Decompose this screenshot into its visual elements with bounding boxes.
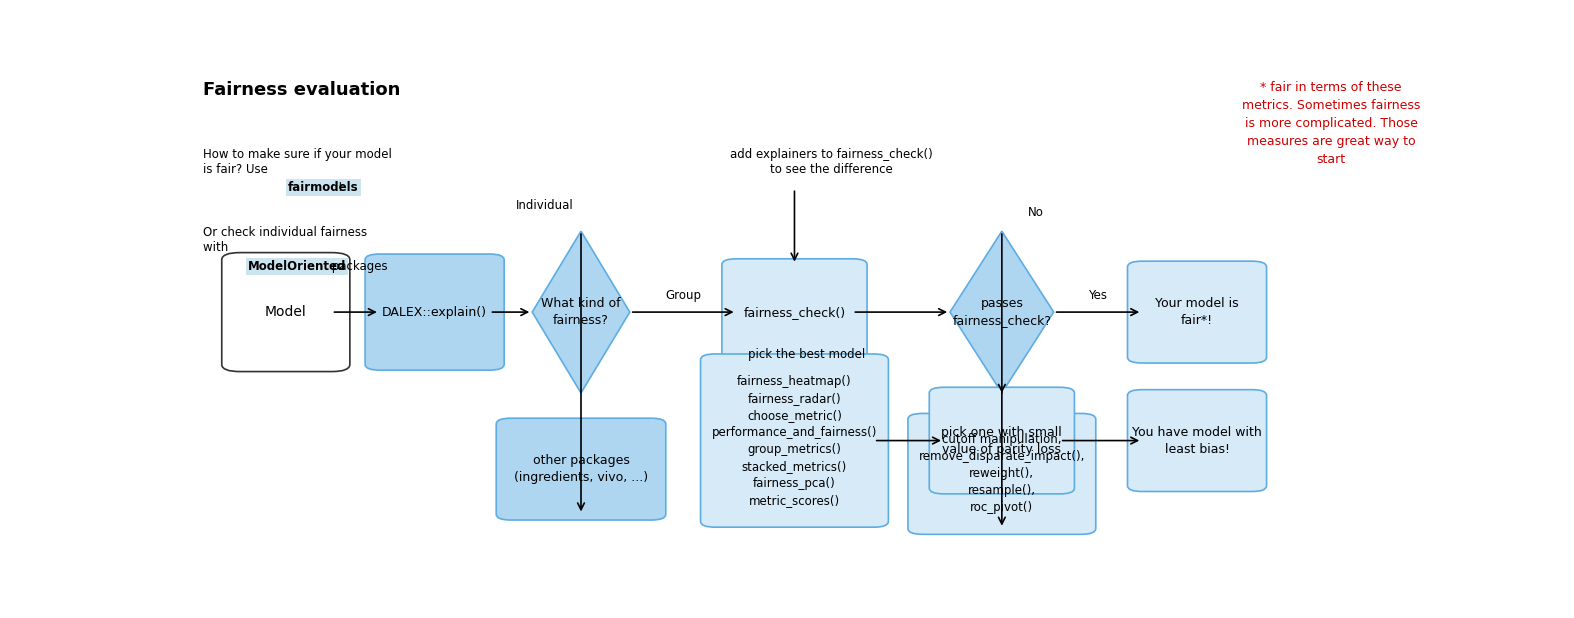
Text: fairness_heatmap()
fairness_radar()
choose_metric()
performance_and_fairness()
g: fairness_heatmap() fairness_radar() choo… [711, 375, 877, 507]
Text: DALEX::explain(): DALEX::explain() [382, 305, 486, 319]
Text: Yes: Yes [1088, 289, 1108, 302]
FancyBboxPatch shape [496, 418, 666, 520]
Text: !: ! [337, 181, 342, 194]
Text: ModelOriented: ModelOriented [249, 260, 346, 273]
Text: * fair in terms of these
metrics. Sometimes fairness
is more complicated. Those
: * fair in terms of these metrics. Someti… [1242, 82, 1420, 166]
Text: What kind of
fairness?: What kind of fairness? [541, 297, 620, 327]
Text: packages: packages [329, 260, 389, 273]
FancyBboxPatch shape [908, 413, 1096, 535]
Text: No: No [1028, 206, 1044, 219]
FancyBboxPatch shape [929, 387, 1075, 494]
Text: pick one with small
value of parity loss: pick one with small value of parity loss [941, 426, 1062, 455]
Text: Your model is
fair*!: Your model is fair*! [1155, 297, 1239, 327]
FancyBboxPatch shape [1127, 390, 1267, 491]
Text: You have model with
least bias!: You have model with least bias! [1132, 426, 1262, 455]
Text: fairmodels: fairmodels [288, 181, 359, 194]
FancyBboxPatch shape [722, 259, 867, 365]
FancyBboxPatch shape [1127, 261, 1267, 363]
FancyBboxPatch shape [365, 254, 504, 370]
Text: fairness_check(): fairness_check() [743, 305, 845, 319]
Polygon shape [951, 231, 1053, 393]
Text: Or check individual fairness
with: Or check individual fairness with [203, 226, 367, 255]
Text: add explainers to fairness_check()
to see the difference: add explainers to fairness_check() to se… [730, 148, 932, 176]
Text: Model: Model [264, 305, 307, 319]
Text: How to make sure if your model
is fair? Use: How to make sure if your model is fair? … [203, 148, 392, 176]
FancyBboxPatch shape [700, 354, 888, 527]
Polygon shape [532, 231, 630, 393]
Text: other packages
(ingredients, vivo, ...): other packages (ingredients, vivo, ...) [515, 454, 648, 484]
Text: cutoff manipulation,
remove_disparate_impact(),
reweight(),
resample(),
roc_pivo: cutoff manipulation, remove_disparate_im… [919, 433, 1084, 514]
Text: passes
fairness_check?: passes fairness_check? [952, 297, 1051, 327]
Text: pick the best model: pick the best model [748, 349, 866, 362]
Text: Group: Group [666, 289, 700, 302]
Text: Fairness evaluation: Fairness evaluation [203, 82, 400, 99]
Text: Individual: Individual [516, 198, 573, 211]
FancyBboxPatch shape [222, 253, 349, 371]
